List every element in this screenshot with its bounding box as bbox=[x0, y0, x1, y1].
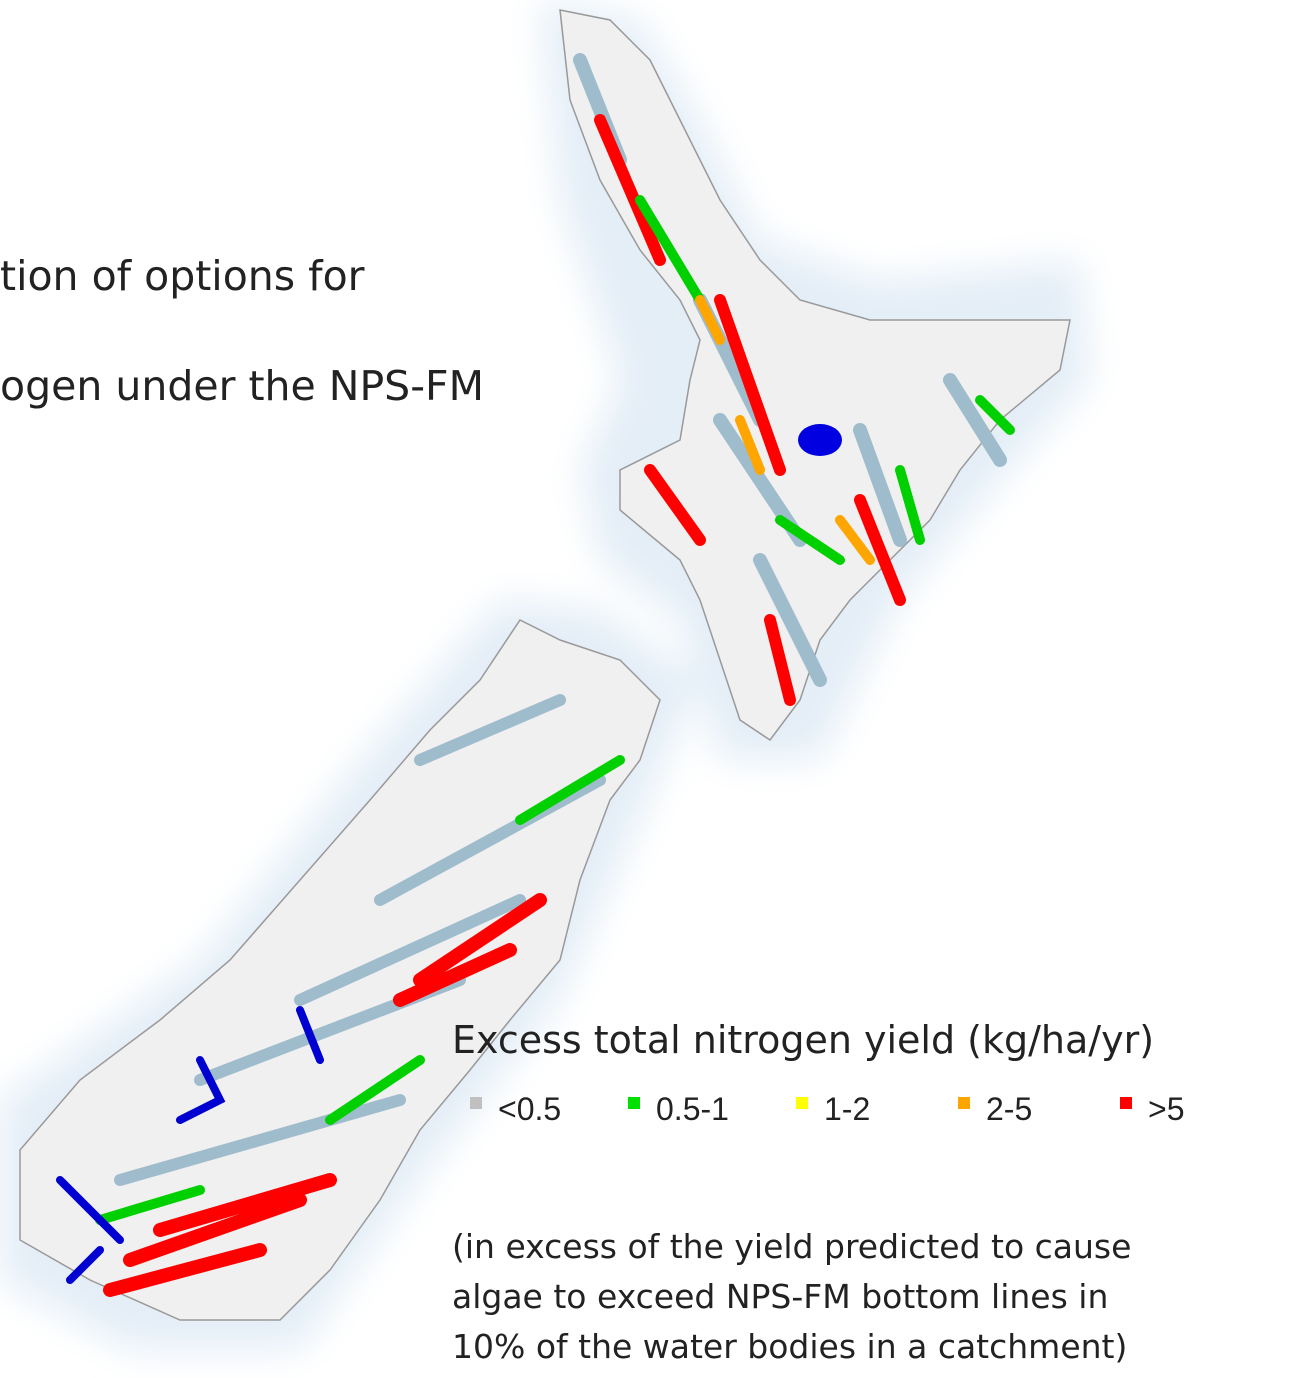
note-line: 10% of the water bodies in a catchment) bbox=[452, 1327, 1127, 1366]
note-line: (in excess of the yield predicted to cau… bbox=[452, 1227, 1131, 1266]
legend-swatch bbox=[628, 1097, 640, 1109]
legend-swatch bbox=[796, 1097, 808, 1109]
note-line: algae to exceed NPS-FM bottom lines in bbox=[452, 1277, 1108, 1316]
title-line: tion of options for bbox=[0, 252, 365, 300]
title-line: ogen under the NPS-FM bbox=[0, 362, 484, 410]
legend-label: 2-5 bbox=[986, 1091, 1032, 1127]
legend-label: 0.5-1 bbox=[656, 1091, 729, 1127]
legend-swatch bbox=[1120, 1097, 1132, 1109]
legend-swatch bbox=[470, 1097, 482, 1109]
legend-label: >5 bbox=[1148, 1091, 1184, 1127]
legend-title: Excess total nitrogen yield (kg/ha/yr) bbox=[452, 1018, 1154, 1062]
slide: tion of options for ogen under the NPS-F… bbox=[0, 0, 1293, 1378]
legend-swatch bbox=[958, 1097, 970, 1109]
map bbox=[0, 0, 1090, 1350]
legend-label: <0.5 bbox=[498, 1091, 561, 1127]
legend-label: 1-2 bbox=[824, 1091, 870, 1127]
legend: <0.5 0.5-1 1-2 2-5 >5 bbox=[470, 1091, 1184, 1127]
